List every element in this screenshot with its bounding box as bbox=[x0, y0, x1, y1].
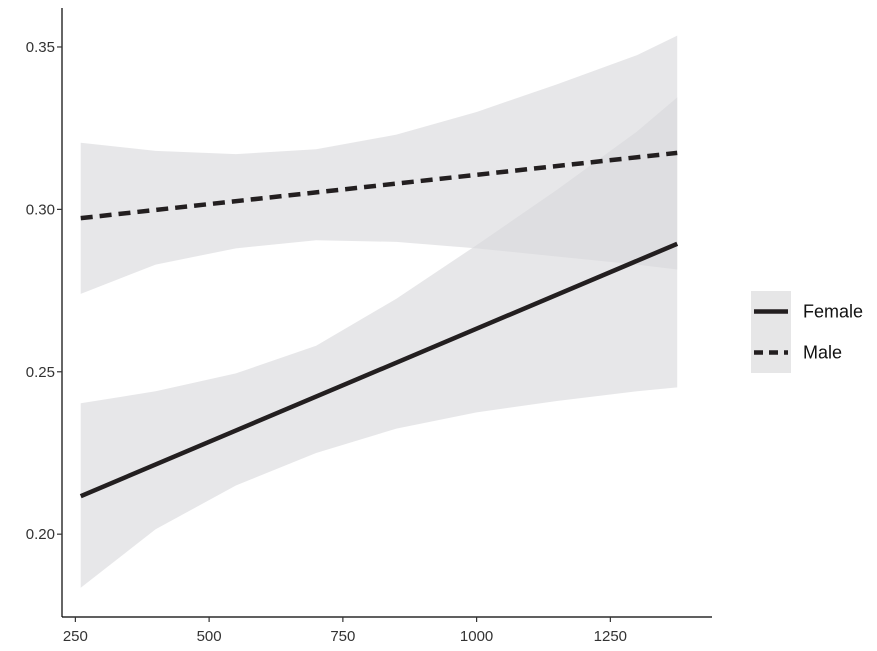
series-line-female bbox=[79, 241, 679, 499]
confidence-bands bbox=[80, 35, 678, 588]
legend-label-male: Male bbox=[803, 343, 842, 363]
x-tick-label: 250 bbox=[63, 628, 88, 645]
x-tick-label: 500 bbox=[197, 628, 222, 645]
y-tick-label: 0.25 bbox=[26, 364, 55, 381]
legend-item-male: Male bbox=[751, 332, 842, 373]
y-tick-label: 0.20 bbox=[26, 526, 55, 543]
confidence-band-male bbox=[80, 35, 678, 294]
legend-item-female: Female bbox=[751, 291, 863, 332]
x-axis-ticks: 250 500 750 1000 1250 bbox=[63, 617, 627, 645]
y-tick-label: 0.35 bbox=[26, 39, 55, 56]
legend: Female Male bbox=[751, 291, 863, 373]
trend-lines bbox=[79, 150, 679, 499]
x-tick-label: 1250 bbox=[594, 628, 627, 645]
y-axis-ticks: 0.20 0.25 0.30 0.35 bbox=[26, 39, 62, 543]
series-line-male bbox=[80, 150, 678, 221]
x-tick-label: 750 bbox=[330, 628, 355, 645]
x-tick-label: 1000 bbox=[460, 628, 493, 645]
y-tick-label: 0.30 bbox=[26, 201, 55, 218]
legend-label-female: Female bbox=[803, 302, 863, 322]
